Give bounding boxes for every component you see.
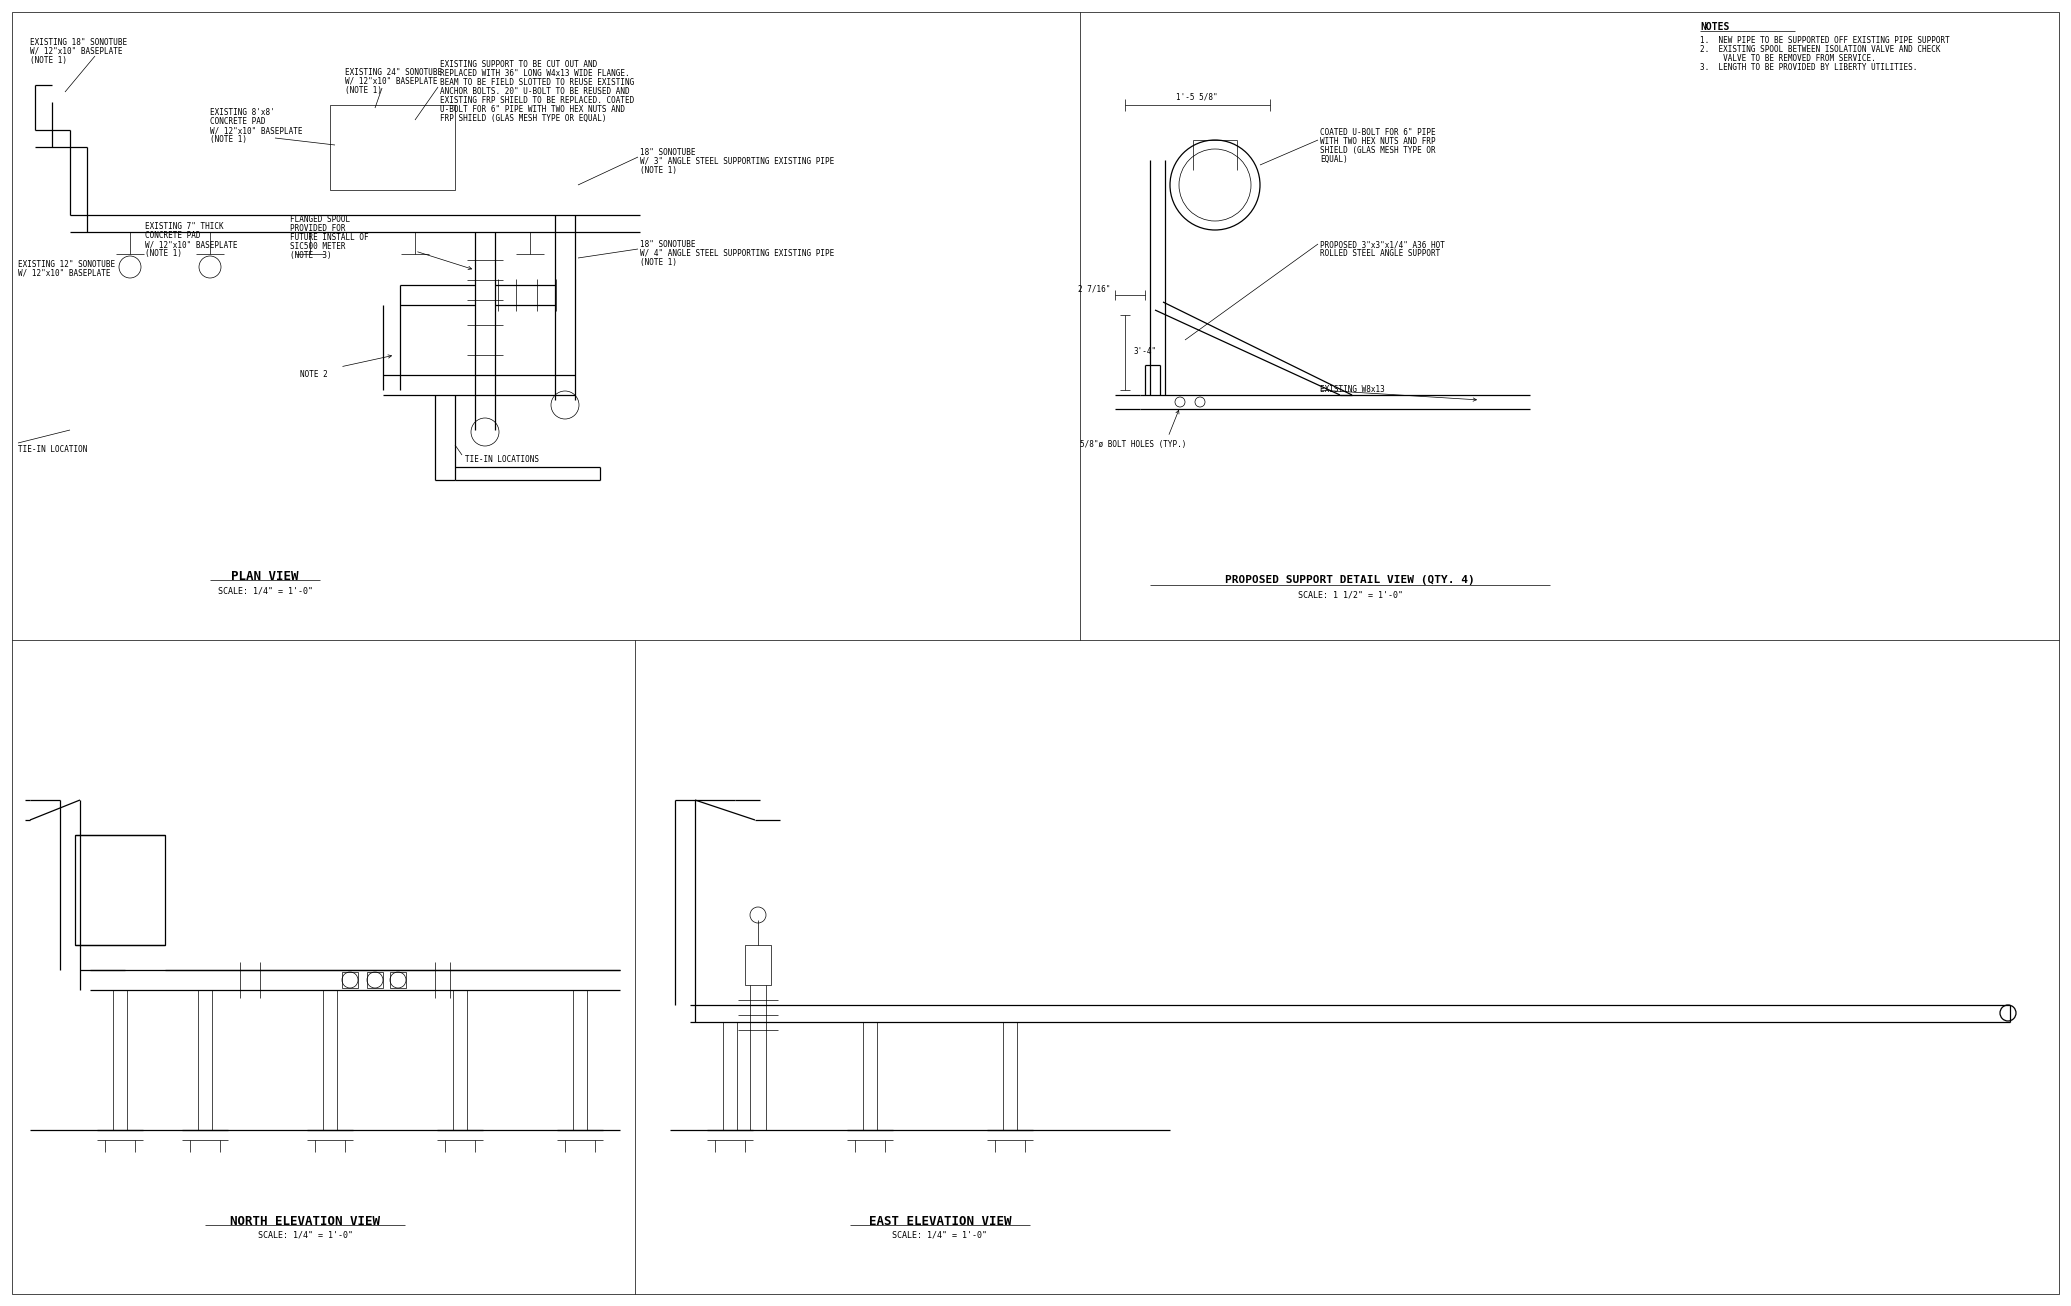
Text: 2.  EXISTING SPOOL BETWEEN ISOLATION VALVE AND CHECK: 2. EXISTING SPOOL BETWEEN ISOLATION VALV… — [1700, 44, 1941, 54]
Text: W/ 4" ANGLE STEEL SUPPORTING EXISTING PIPE: W/ 4" ANGLE STEEL SUPPORTING EXISTING PI… — [640, 249, 835, 259]
Bar — [329, 104, 456, 189]
Text: PROPOSED 3"x3"x1/4" A36 HOT: PROPOSED 3"x3"x1/4" A36 HOT — [1319, 240, 1446, 249]
Text: W/ 12"x10" BASEPLATE: W/ 12"x10" BASEPLATE — [19, 269, 110, 278]
Text: TIE-IN LOCATIONS: TIE-IN LOCATIONS — [466, 454, 538, 464]
Bar — [342, 972, 358, 989]
Text: NORTH ELEVATION VIEW: NORTH ELEVATION VIEW — [230, 1215, 379, 1228]
Text: (NOTE 1): (NOTE 1) — [346, 86, 381, 95]
Text: ROLLED STEEL ANGLE SUPPORT: ROLLED STEEL ANGLE SUPPORT — [1319, 249, 1439, 259]
Text: SIC500 METER: SIC500 METER — [290, 242, 346, 251]
Text: 18" SONOTUBE: 18" SONOTUBE — [640, 240, 696, 249]
Text: SCALE: 1/4" = 1'-0": SCALE: 1/4" = 1'-0" — [217, 586, 313, 596]
Text: W/ 12"x10" BASEPLATE: W/ 12"x10" BASEPLATE — [145, 240, 238, 249]
Text: (NOTE 1): (NOTE 1) — [640, 259, 677, 266]
Text: SCALE: 1/4" = 1'-0": SCALE: 1/4" = 1'-0" — [893, 1232, 988, 1239]
Text: PROVIDED FOR: PROVIDED FOR — [290, 225, 346, 232]
Text: 5/8"ø BOLT HOLES (TYP.): 5/8"ø BOLT HOLES (TYP.) — [1079, 440, 1187, 449]
Text: 2 7/16": 2 7/16" — [1077, 285, 1110, 294]
Text: EXISTING 8'x8': EXISTING 8'x8' — [209, 108, 275, 118]
Text: BEAM TO BE FIELD SLOTTED TO REUSE EXISTING: BEAM TO BE FIELD SLOTTED TO REUSE EXISTI… — [439, 78, 634, 88]
Text: CONCRETE PAD: CONCRETE PAD — [209, 118, 265, 125]
Text: ANCHOR BOLTS. 20" U-BOLT TO BE REUSED AND: ANCHOR BOLTS. 20" U-BOLT TO BE REUSED AN… — [439, 88, 630, 97]
Text: W/ 12"x10" BASEPLATE: W/ 12"x10" BASEPLATE — [209, 125, 302, 135]
Text: SCALE: 1 1/2" = 1'-0": SCALE: 1 1/2" = 1'-0" — [1299, 592, 1402, 599]
Text: W/ 3" ANGLE STEEL SUPPORTING EXISTING PIPE: W/ 3" ANGLE STEEL SUPPORTING EXISTING PI… — [640, 157, 835, 166]
Text: PROPOSED SUPPORT DETAIL VIEW (QTY. 4): PROPOSED SUPPORT DETAIL VIEW (QTY. 4) — [1226, 575, 1475, 585]
Text: NOTE 2: NOTE 2 — [300, 370, 327, 379]
Text: NOTES: NOTES — [1700, 22, 1729, 33]
Bar — [389, 972, 406, 989]
Text: (NOTE  3): (NOTE 3) — [290, 251, 331, 260]
Text: (NOTE 1): (NOTE 1) — [640, 166, 677, 175]
Bar — [75, 835, 166, 946]
Bar — [367, 972, 383, 989]
Text: EXISTING SUPPORT TO BE CUT OUT AND: EXISTING SUPPORT TO BE CUT OUT AND — [439, 60, 596, 69]
Text: FRP SHIELD (GLAS MESH TYPE OR EQUAL): FRP SHIELD (GLAS MESH TYPE OR EQUAL) — [439, 114, 607, 123]
Text: EQUAL): EQUAL) — [1319, 155, 1348, 165]
Text: COATED U-BOLT FOR 6" PIPE: COATED U-BOLT FOR 6" PIPE — [1319, 128, 1435, 137]
Text: FLANGED SPOOL: FLANGED SPOOL — [290, 215, 350, 225]
Text: SCALE: 1/4" = 1'-0": SCALE: 1/4" = 1'-0" — [257, 1232, 352, 1239]
Text: (NOTE 1): (NOTE 1) — [29, 56, 66, 65]
Text: REPLACED WITH 36" LONG W4x13 WIDE FLANGE.: REPLACED WITH 36" LONG W4x13 WIDE FLANGE… — [439, 69, 630, 78]
Text: 3.  LENGTH TO BE PROVIDED BY LIBERTY UTILITIES.: 3. LENGTH TO BE PROVIDED BY LIBERTY UTIL… — [1700, 63, 1918, 72]
Text: EAST ELEVATION VIEW: EAST ELEVATION VIEW — [868, 1215, 1011, 1228]
Text: PLAN VIEW: PLAN VIEW — [232, 569, 298, 582]
Text: EXISTING 18" SONOTUBE: EXISTING 18" SONOTUBE — [29, 38, 126, 47]
Bar — [746, 946, 770, 985]
Text: W/ 12"x10" BASEPLATE: W/ 12"x10" BASEPLATE — [346, 77, 437, 86]
Text: 18" SONOTUBE: 18" SONOTUBE — [640, 148, 696, 157]
Text: U-BOLT FOR 6" PIPE WITH TWO HEX NUTS AND: U-BOLT FOR 6" PIPE WITH TWO HEX NUTS AND — [439, 104, 625, 114]
Text: VALVE TO BE REMOVED FROM SERVICE.: VALVE TO BE REMOVED FROM SERVICE. — [1700, 54, 1876, 63]
Text: WITH TWO HEX NUTS AND FRP: WITH TWO HEX NUTS AND FRP — [1319, 137, 1435, 146]
Text: EXISTING 7" THICK: EXISTING 7" THICK — [145, 222, 224, 231]
Text: (NOTE 1): (NOTE 1) — [209, 135, 246, 144]
Text: TIE-IN LOCATION: TIE-IN LOCATION — [19, 445, 87, 454]
Text: (NOTE 1): (NOTE 1) — [145, 249, 182, 259]
Text: W/ 12"x10" BASEPLATE: W/ 12"x10" BASEPLATE — [29, 47, 122, 56]
Text: SHIELD (GLAS MESH TYPE OR: SHIELD (GLAS MESH TYPE OR — [1319, 146, 1435, 155]
Text: EXISTING W8x13: EXISTING W8x13 — [1319, 385, 1385, 394]
Text: EXISTING 24" SONOTUBE: EXISTING 24" SONOTUBE — [346, 68, 441, 77]
Text: CONCRETE PAD: CONCRETE PAD — [145, 231, 201, 240]
Text: 3'-4": 3'-4" — [1133, 347, 1156, 357]
Text: EXISTING FRP SHIELD TO BE REPLACED. COATED: EXISTING FRP SHIELD TO BE REPLACED. COAT… — [439, 97, 634, 104]
Text: 1'-5 5/8": 1'-5 5/8" — [1176, 93, 1218, 102]
Text: EXISTING 12" SONOTUBE: EXISTING 12" SONOTUBE — [19, 260, 116, 269]
Text: 1.  NEW PIPE TO BE SUPPORTED OFF EXISTING PIPE SUPPORT: 1. NEW PIPE TO BE SUPPORTED OFF EXISTING… — [1700, 37, 1949, 44]
Text: FUTURE INSTALL OF: FUTURE INSTALL OF — [290, 232, 369, 242]
